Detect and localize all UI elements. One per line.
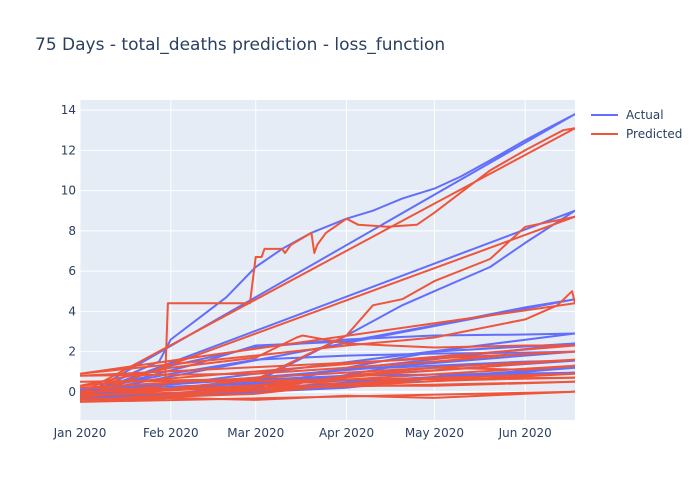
series-predicted-line-0 bbox=[80, 127, 575, 395]
series-predicted-line-10 bbox=[80, 380, 575, 393]
series-predicted-line-1 bbox=[80, 215, 575, 399]
y-tick-label-3: 6 bbox=[68, 264, 76, 278]
y-tick-label-0: 0 bbox=[68, 385, 76, 399]
legend-label-predicted: Predicted bbox=[626, 127, 682, 141]
x-tick-label-2: Mar 2020 bbox=[227, 426, 284, 440]
traces bbox=[80, 113, 575, 403]
y-tick-label-1: 2 bbox=[68, 345, 76, 359]
series-predicted-line-8 bbox=[80, 390, 575, 403]
y-tick-label-6: 12 bbox=[61, 143, 76, 157]
chart-title: 75 Days - total_deaths prediction - loss… bbox=[35, 35, 445, 55]
series-predicted-line-2 bbox=[80, 290, 575, 375]
y-tick-label-4: 8 bbox=[68, 224, 76, 238]
series-predicted-line-3 bbox=[80, 334, 575, 387]
legend[interactable]: Actual Predicted bbox=[591, 108, 682, 141]
x-tick-label-1: Feb 2020 bbox=[143, 426, 199, 440]
x-tick-labels: Jan 2020 Feb 2020 Mar 2020 Apr 2020 May 2020… bbox=[53, 426, 552, 440]
x-tick-label-0: Jan 2020 bbox=[53, 426, 107, 440]
series-predicted-line-4 bbox=[80, 350, 575, 377]
legend-label-actual: Actual bbox=[626, 108, 664, 122]
series-predicted-line-9 bbox=[80, 376, 575, 385]
y-tick-label-2: 4 bbox=[68, 304, 76, 318]
y-tick-label-7: 14 bbox=[61, 103, 76, 117]
x-tick-label-3: Apr 2020 bbox=[319, 426, 374, 440]
x-tick-label-4: May 2020 bbox=[405, 426, 464, 440]
x-tick-label-5: Jun 2020 bbox=[498, 426, 552, 440]
y-tick-label-5: 10 bbox=[61, 184, 76, 198]
legend-item-predicted[interactable]: Predicted bbox=[591, 127, 682, 141]
legend-item-actual[interactable]: Actual bbox=[591, 108, 664, 122]
y-tick-labels: 0 2 4 6 8 10 12 14 bbox=[61, 103, 76, 399]
